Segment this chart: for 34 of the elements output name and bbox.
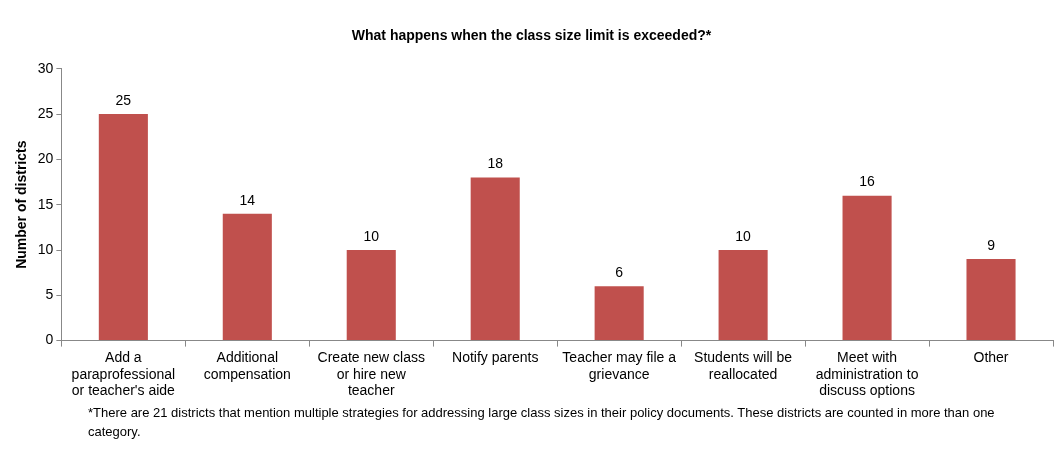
data-label: 16 bbox=[859, 173, 876, 190]
x-tick-label: Add a paraprofessional or teacher's aide bbox=[71, 348, 176, 399]
bar bbox=[718, 250, 768, 341]
x-tick-label: Other bbox=[973, 348, 1009, 365]
data-label: 9 bbox=[987, 236, 996, 253]
text: *There are 21 districts that mention multiple strategies for addressing large class sizes in their policy documents. These districts are counted in more than one category. bbox=[88, 404, 996, 441]
y-tick-label: 15 bbox=[37, 195, 54, 212]
bar bbox=[346, 250, 396, 341]
data-label: 14 bbox=[239, 191, 256, 208]
bar bbox=[842, 195, 892, 341]
bar bbox=[594, 286, 644, 341]
x-tick-label: Teacher may file a grievance bbox=[562, 348, 677, 382]
data-label: 10 bbox=[735, 227, 752, 244]
y-tick-label: 20 bbox=[37, 150, 54, 167]
y-tick-label: 30 bbox=[37, 59, 54, 76]
y-tick-label: 25 bbox=[37, 104, 54, 121]
x-tick-label: Create new class or hire new teacher bbox=[317, 348, 425, 399]
bar bbox=[222, 213, 272, 341]
x-tick-label: Students will be reallocated bbox=[694, 348, 793, 382]
bar bbox=[470, 177, 520, 341]
chart-title: What happens when the class size limit is exceeded?* bbox=[351, 27, 712, 44]
data-label: 25 bbox=[115, 91, 132, 108]
data-label: 10 bbox=[363, 227, 380, 244]
data-label: 6 bbox=[615, 264, 624, 281]
data-label: 18 bbox=[487, 155, 504, 172]
y-tick-label: 5 bbox=[45, 286, 54, 303]
x-tick-label: Notify parents bbox=[452, 348, 539, 365]
y-axis-title: Number of districts bbox=[13, 140, 30, 269]
x-tick-label: Meet with administration to discuss options bbox=[815, 348, 919, 399]
bar bbox=[966, 259, 1016, 341]
bar bbox=[98, 114, 148, 341]
y-tick-label: 0 bbox=[45, 331, 54, 348]
y-tick-label: 10 bbox=[37, 240, 54, 257]
x-tick-label: Additional compensation bbox=[203, 348, 291, 382]
